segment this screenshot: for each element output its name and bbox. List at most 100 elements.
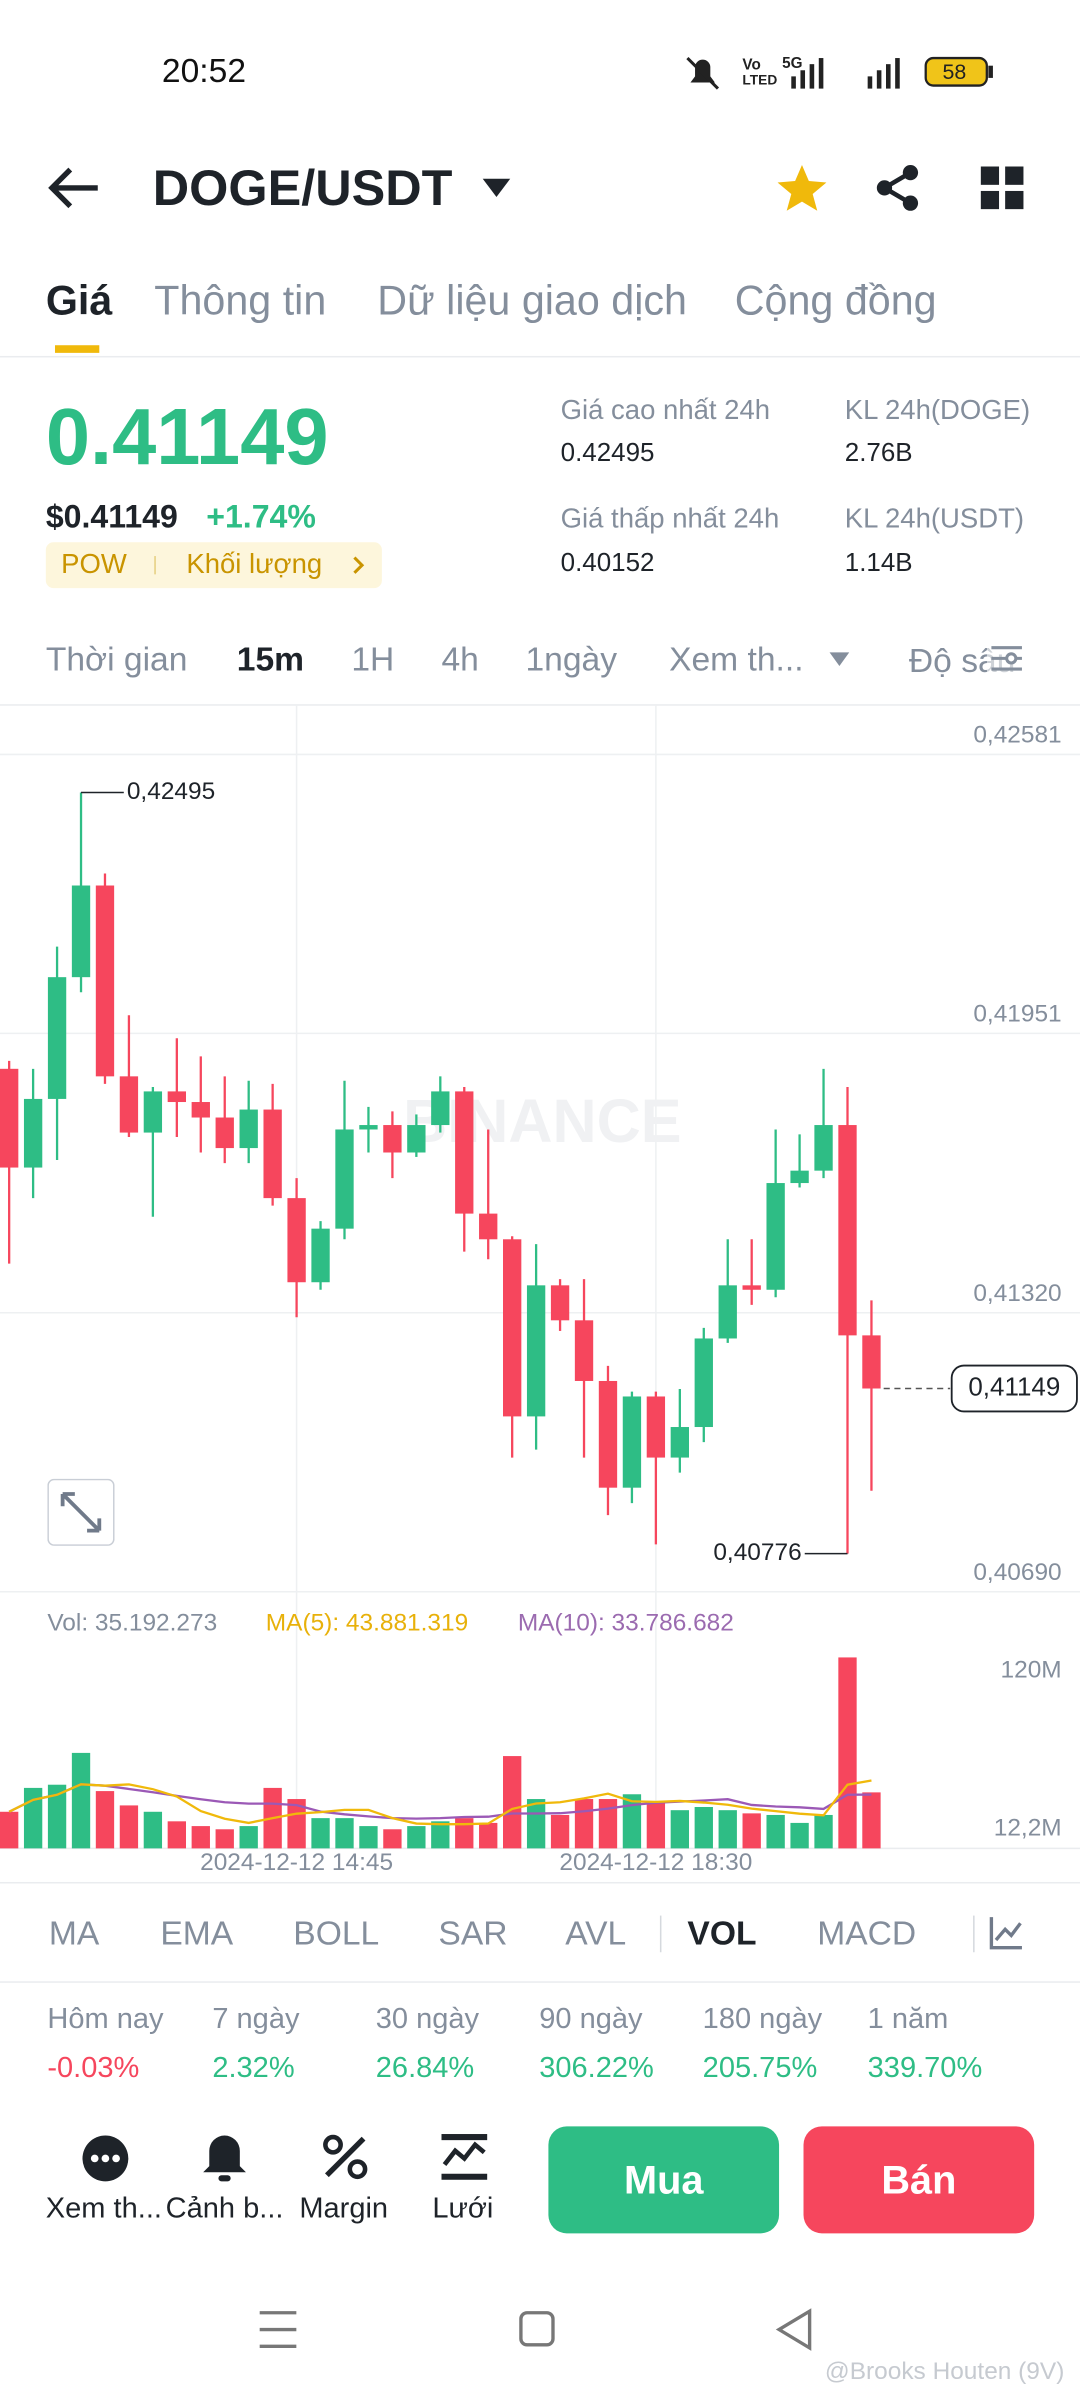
indicator[interactable]: AVL	[565, 1913, 627, 1952]
volume-bar	[526, 1799, 546, 1849]
favorite-star[interactable]	[776, 163, 828, 212]
volume-bar	[718, 1810, 737, 1849]
action-icon[interactable]	[321, 2133, 370, 2182]
volume-bar	[550, 1814, 570, 1849]
performance-label: 7 ngày	[212, 2003, 300, 2036]
volume-bar	[814, 1814, 833, 1849]
watermark: BINANCE	[403, 1087, 681, 1155]
volume-bar	[646, 1802, 666, 1849]
stat-label: KL 24h(DOGE)	[844, 394, 1031, 425]
candle-body	[694, 1338, 713, 1428]
performance-label: 1 năm	[867, 2003, 949, 2036]
stat-label: Giá cao nhất 24h	[560, 394, 771, 425]
interval-caret	[829, 652, 850, 667]
volume-bar	[335, 1818, 354, 1849]
volume-bar	[23, 1787, 43, 1849]
indicator[interactable]: VOL	[687, 1913, 757, 1952]
interval-more[interactable]: Xem th...	[669, 639, 804, 678]
candle-body	[311, 1228, 330, 1283]
ma5-line	[8, 1779, 872, 1826]
candle-body	[670, 1427, 689, 1458]
sell-button[interactable]: Bán	[803, 2126, 1035, 2234]
performance-value: 306.22%	[539, 2052, 654, 2085]
candle-body	[550, 1285, 570, 1321]
performance-value: 205.75%	[702, 2052, 818, 2085]
volume-bar	[0, 1811, 19, 1849]
volume-bar	[47, 1784, 67, 1849]
tag: POW	[61, 548, 127, 580]
tag-chevron	[353, 556, 365, 574]
candle-body	[71, 885, 91, 978]
tab[interactable]: Cộng đồng	[734, 277, 937, 324]
last-price-box	[950, 1364, 1078, 1413]
candle-body	[215, 1117, 234, 1149]
pair-caret[interactable]	[481, 177, 512, 198]
nav-back[interactable]	[775, 2308, 812, 2351]
stat-label: Giá thấp nhất 24h	[560, 502, 780, 534]
candle-body	[191, 1102, 210, 1118]
low-label: 0,40776	[713, 1539, 801, 1566]
action-icon[interactable]	[200, 2133, 249, 2185]
share-button[interactable]	[874, 163, 923, 212]
expand-button[interactable]	[47, 1478, 115, 1546]
tab[interactable]: Dữ liệu giao dịch	[377, 277, 687, 324]
volume-tick-label: 120M	[1001, 1657, 1062, 1684]
indicator-settings[interactable]	[988, 1914, 1025, 1951]
interval[interactable]: 4h	[441, 639, 479, 678]
candle-body	[598, 1380, 618, 1488]
volume-bar	[95, 1791, 115, 1849]
action-label[interactable]: Margin	[299, 2192, 389, 2226]
volume-bar	[598, 1799, 618, 1849]
action-label[interactable]: Lưới	[432, 2192, 494, 2226]
tab[interactable]: Thông tin	[154, 277, 327, 324]
volume-bar	[838, 1657, 857, 1849]
tab-indicator	[54, 345, 100, 353]
ma10-legend: MA(10): 33.786.682	[518, 1609, 734, 1636]
indicator[interactable]: BOLL	[293, 1913, 380, 1952]
nav-home[interactable]	[519, 2311, 555, 2347]
interval[interactable]: 1H	[351, 639, 395, 678]
interval[interactable]: 15m	[236, 639, 305, 678]
volume-tick-label: 12,2M	[994, 1814, 1062, 1841]
y-tick-label: 0,41320	[973, 1280, 1061, 1307]
stat-value: 0.42495	[560, 438, 655, 468]
divider	[0, 704, 1080, 706]
performance-value: 26.84%	[375, 2052, 475, 2085]
svg-text:LTED: LTED	[742, 73, 777, 88]
divider	[0, 1881, 1080, 1884]
action-icon[interactable]	[79, 2133, 131, 2185]
indicator[interactable]: MACD	[817, 1913, 917, 1952]
indicator[interactable]: EMA	[160, 1913, 234, 1952]
performance-value: 339.70%	[867, 2052, 983, 2085]
ma5-legend: MA(5): 43.881.319	[266, 1609, 468, 1636]
nav-menu[interactable]	[259, 2311, 297, 2349]
candle-body	[526, 1285, 546, 1417]
buy-button[interactable]: Mua	[548, 2126, 780, 2234]
price-change: +1.74%	[206, 500, 316, 536]
action-icon[interactable]	[441, 2134, 488, 2180]
action-label[interactable]: Xem th...	[45, 2192, 162, 2226]
chart-layer: 2024-12-12 14:45 2024-12-12 18:30 0,42581 0…	[0, 705, 1080, 1876]
candle-body	[407, 1125, 426, 1153]
time-label: 2024-12-12 18:30	[559, 1849, 752, 1876]
volume-bar	[503, 1756, 522, 1849]
chart-settings[interactable]	[986, 638, 1027, 679]
volume-bar	[694, 1806, 713, 1849]
candle-body	[479, 1213, 498, 1240]
candle-body	[790, 1170, 809, 1184]
tab[interactable]: Giá	[45, 277, 113, 324]
tag-badge[interactable]	[45, 542, 382, 589]
layout-button[interactable]	[980, 166, 1024, 210]
volume-bar	[143, 1811, 163, 1849]
indicator[interactable]: SAR	[438, 1913, 508, 1952]
volume-bar	[311, 1818, 330, 1849]
volume-bar	[359, 1826, 378, 1849]
back-button[interactable]	[46, 165, 101, 211]
volume-bar	[790, 1822, 809, 1849]
interval[interactable]: 1ngày	[525, 639, 618, 678]
stat-value: 0.40152	[560, 548, 655, 578]
candle-body	[646, 1396, 666, 1458]
indicator[interactable]: MA	[48, 1913, 100, 1952]
pair-title[interactable]: DOGE/USDT	[152, 159, 453, 216]
action-label[interactable]: Cảnh b...	[165, 2192, 284, 2226]
